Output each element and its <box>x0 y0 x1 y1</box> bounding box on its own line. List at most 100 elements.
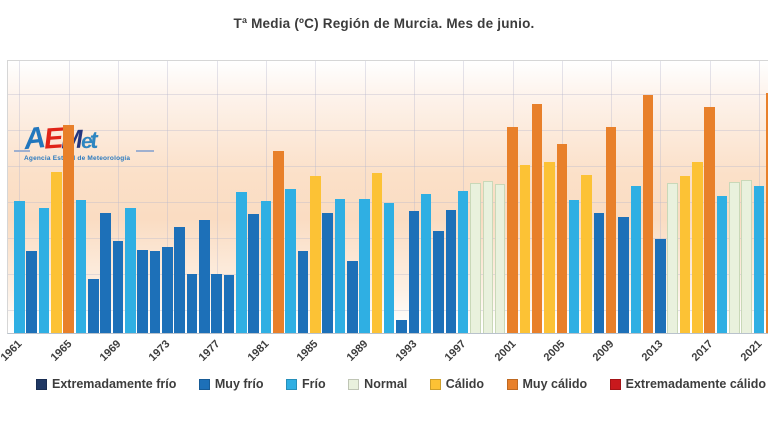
x-tick-label-1965: 1965 <box>48 338 75 364</box>
legend-item-muy_frio: Muy frío <box>198 377 264 391</box>
x-tick-label-1993: 1993 <box>393 338 420 364</box>
x-tick-label-1973: 1973 <box>146 338 173 364</box>
bar-2012 <box>642 95 654 333</box>
bar-1985 <box>309 176 321 333</box>
x-tick-label-1985: 1985 <box>294 338 321 364</box>
bar-1986 <box>322 213 333 333</box>
bar-2019 <box>729 182 740 333</box>
bar-2001 <box>507 127 518 333</box>
legend: Extremadamente frío Muy frío Frío Normal Cál… <box>36 377 766 391</box>
bar-1980 <box>248 214 259 333</box>
v-gridline <box>265 61 267 333</box>
logo-letter-t: t <box>89 126 100 155</box>
legend-swatch-muy_calido <box>506 378 518 390</box>
x-tick-label-1961: 1961 <box>0 338 25 364</box>
bar-1997 <box>457 191 469 333</box>
x-tick-label-2001: 2001 <box>492 338 518 364</box>
bar-2006 <box>568 200 580 333</box>
bar-2022 <box>766 93 768 333</box>
h-gridline <box>8 94 768 95</box>
bar-2011 <box>630 186 642 333</box>
v-gridline <box>167 61 169 333</box>
legend-label-muy_calido: Muy cálido <box>522 377 588 391</box>
bar-2002 <box>519 165 531 333</box>
bar-2018 <box>716 196 728 333</box>
logo-dash-left <box>14 150 30 152</box>
bar-2015 <box>679 176 691 333</box>
legend-item-muy_calido: Muy cálido <box>506 377 588 391</box>
bar-1966 <box>75 200 87 333</box>
x-tick-label-2017: 2017 <box>689 338 716 364</box>
x-tick-label-1977: 1977 <box>196 338 223 364</box>
bar-2013 <box>655 239 666 333</box>
bar-1992 <box>396 320 407 333</box>
v-gridline <box>216 61 218 333</box>
bar-1996 <box>445 210 457 333</box>
v-gridline <box>19 61 21 333</box>
legend-label-normal: Normal <box>364 377 408 391</box>
bar-1974 <box>174 227 185 333</box>
legend-label-muy_frio: Muy frío <box>214 377 264 391</box>
legend-label-frio: Frío <box>302 377 326 391</box>
bar-2000 <box>494 184 506 333</box>
logo-dash-right <box>136 150 154 152</box>
bar-1990 <box>371 173 383 333</box>
chart-title: Tª Media (ºC) Región de Murcia. Mes de j… <box>233 16 535 31</box>
x-tick-label-1997: 1997 <box>442 338 469 364</box>
aemet-logo: AEMet Agencia Estatal de Meteorología <box>14 121 174 176</box>
legend-label-calido: Cálido <box>445 377 484 391</box>
bar-1991 <box>383 203 395 333</box>
bar-1993 <box>408 211 420 333</box>
legend-label-extremadamente_frio: Extremadamente frío <box>52 377 177 391</box>
bar-1979 <box>235 192 247 333</box>
bar-1970 <box>124 208 136 333</box>
legend-item-frio: Frío <box>286 377 326 391</box>
bar-1961 <box>14 201 25 333</box>
v-gridline <box>413 61 415 333</box>
bar-2003 <box>531 104 543 333</box>
legend-swatch-extremadamente_calido <box>609 378 621 390</box>
legend-label-extremadamente_calido: Extremadamente cálido <box>625 377 766 391</box>
bar-1962 <box>26 251 37 333</box>
bar-1977 <box>211 274 222 333</box>
bar-1999 <box>482 181 494 333</box>
bar-1987 <box>334 199 346 333</box>
bar-1983 <box>285 189 296 333</box>
bar-2008 <box>593 213 605 333</box>
bar-1964 <box>50 172 62 333</box>
bar-2016 <box>692 162 703 333</box>
bar-2014 <box>667 183 679 333</box>
legend-item-calido: Cálido <box>429 377 484 391</box>
bar-2007 <box>581 175 592 333</box>
bar-2005 <box>556 144 568 333</box>
bar-1994 <box>420 194 432 333</box>
x-tick-label-2021: 2021 <box>738 338 765 364</box>
v-gridline <box>364 61 366 333</box>
legend-swatch-muy_frio <box>198 378 210 390</box>
bar-1965 <box>63 125 74 333</box>
bar-1989 <box>359 199 370 333</box>
bar-1969 <box>112 241 124 333</box>
legend-item-extremadamente_frio: Extremadamente frío <box>36 377 176 391</box>
bar-1984 <box>297 251 309 333</box>
x-tick-label-2013: 2013 <box>640 338 666 364</box>
x-tick-label-1989: 1989 <box>344 338 371 364</box>
bar-1973 <box>161 247 173 333</box>
bar-1968 <box>100 213 111 333</box>
legend-item-extremadamente_calido: Extremadamente cálido <box>609 377 766 391</box>
bar-1963 <box>38 208 50 333</box>
bar-2020 <box>741 180 753 333</box>
bar-1972 <box>149 251 161 333</box>
x-tick-label-2009: 2009 <box>590 338 617 364</box>
legend-item-normal: Normal <box>348 377 407 391</box>
bar-2010 <box>618 217 629 333</box>
h-gridline <box>8 130 768 131</box>
h-gridline <box>8 166 768 167</box>
legend-swatch-extremadamente_frio <box>36 378 47 390</box>
x-tick-label-1981: 1981 <box>245 338 272 364</box>
bar-1971 <box>137 250 148 333</box>
v-gridline <box>117 61 119 333</box>
bar-1998 <box>470 183 481 333</box>
x-tick-label-2005: 2005 <box>541 338 568 364</box>
